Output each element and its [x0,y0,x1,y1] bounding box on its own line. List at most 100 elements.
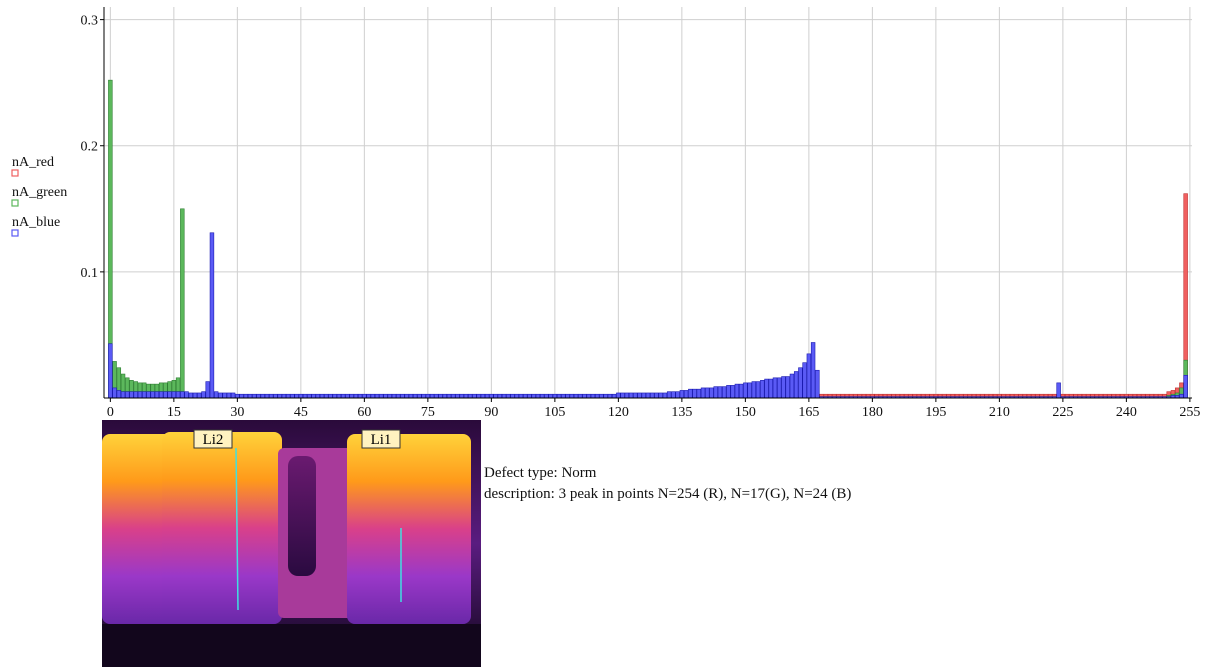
bar [714,387,718,398]
canister [288,456,316,576]
x-tick-label: 45 [294,405,308,420]
bar [485,394,489,398]
bar [549,394,553,398]
bar [756,382,760,398]
x-tick-label: 210 [989,405,1010,420]
x-tick-label: 195 [925,405,946,420]
bar [392,394,396,398]
bar [447,394,451,398]
bar [252,394,256,398]
bar [544,394,548,398]
bar [748,383,752,398]
bar [316,394,320,398]
bar [739,384,743,398]
bar [405,394,409,398]
bar [688,389,692,398]
bar [578,394,582,398]
x-tick-label: 135 [671,405,692,420]
bar [731,385,735,398]
bar [667,392,671,398]
x-tick-label: 90 [484,405,498,420]
bar [155,392,159,398]
bar [193,393,197,398]
bar [765,379,769,398]
x-tick-label: 180 [862,405,883,420]
bar [227,393,231,398]
bar [629,393,633,398]
bar [206,382,210,398]
bar [773,378,777,398]
bar [163,392,167,398]
bar [138,392,142,398]
bar [451,394,455,398]
bar [494,394,498,398]
bar [587,394,591,398]
legend-swatch [12,170,18,176]
bar [401,394,405,398]
bar [676,392,680,398]
bar [489,394,493,398]
bar [240,394,244,398]
bar [422,394,426,398]
bar [722,387,726,398]
bar [324,394,328,398]
bar [735,384,739,398]
bar [600,394,604,398]
bar [633,393,637,398]
x-tick-label: 75 [421,405,435,420]
bar [176,392,180,398]
bar [434,394,438,398]
bar [815,370,819,398]
page: {"chart_data": {"type": "bar", "x_label"… [0,0,1215,667]
bar [642,393,646,398]
bar [502,394,506,398]
bar [350,394,354,398]
legend-swatch [12,230,18,236]
bar [625,393,629,398]
bar [307,394,311,398]
bar [248,394,252,398]
bar [460,394,464,398]
bar [498,394,502,398]
bar [231,393,235,398]
bar [189,393,193,398]
defect-description: description: 3 peak in points N=254 (R),… [484,484,851,505]
bar [650,393,654,398]
bar [671,392,675,398]
x-tick-label: 0 [107,405,114,420]
bar [320,394,324,398]
bar [752,382,756,398]
bar [417,394,421,398]
bar [265,394,269,398]
bar [532,394,536,398]
bar [769,379,773,398]
bar [121,392,125,398]
x-tick-label: 15 [167,405,181,420]
bar [794,372,798,398]
bar [354,394,358,398]
bar [295,394,299,398]
bar [616,393,620,398]
legend-swatch [12,200,18,206]
bar [570,394,574,398]
bar [214,392,218,398]
bar [1057,383,1061,398]
bar [705,388,709,398]
bar [257,394,261,398]
bar [388,394,392,398]
bar [223,393,227,398]
bar [341,394,345,398]
y-tick-label: 0.2 [81,140,99,155]
x-tick-label: 150 [735,405,756,420]
container [162,432,282,624]
bar [536,394,540,398]
bar [168,392,172,398]
bar [468,394,472,398]
bar [612,394,616,398]
bar [197,393,201,398]
bar [680,390,684,398]
bar [710,388,714,398]
bar [528,394,532,398]
bar [481,394,485,398]
bar [782,377,786,398]
